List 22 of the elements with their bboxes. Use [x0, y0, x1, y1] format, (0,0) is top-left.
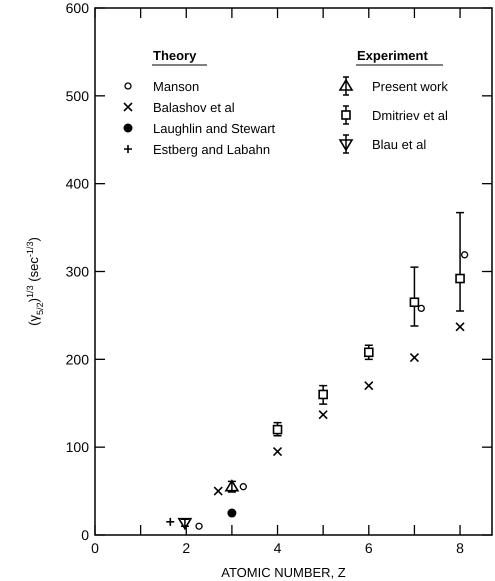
x-axis-title: ATOMIC NUMBER, Z: [221, 565, 346, 580]
y-tick-label: 300: [66, 264, 90, 280]
legend-label: Blau et al: [372, 137, 426, 152]
legend-label: Laughlin and Stewart: [153, 121, 276, 136]
text: Experiment: [357, 48, 428, 63]
x-tick-label: 4: [274, 540, 282, 556]
legend-label: Dmitriev et al: [372, 108, 448, 123]
y-tick-label: 500: [66, 88, 90, 104]
y-tick-label: 400: [66, 176, 90, 192]
y-tick-label: 600: [66, 0, 90, 16]
text: Theory: [153, 48, 196, 63]
legend-label: Estberg and Labahn: [153, 142, 270, 157]
x-tick-label: 8: [456, 540, 464, 556]
y-tick-label: 100: [66, 439, 90, 456]
x-tick-label: 6: [364, 540, 373, 556]
x-tick-label: 0: [91, 540, 100, 556]
legend-label: Balashov et al: [153, 100, 235, 115]
y-tick-label: 0: [81, 527, 90, 543]
y-tick-label: 200: [66, 351, 90, 368]
x-tick-label: 2: [182, 540, 190, 556]
legend-label: Present work: [372, 79, 448, 94]
legend-label: Manson: [153, 79, 200, 94]
